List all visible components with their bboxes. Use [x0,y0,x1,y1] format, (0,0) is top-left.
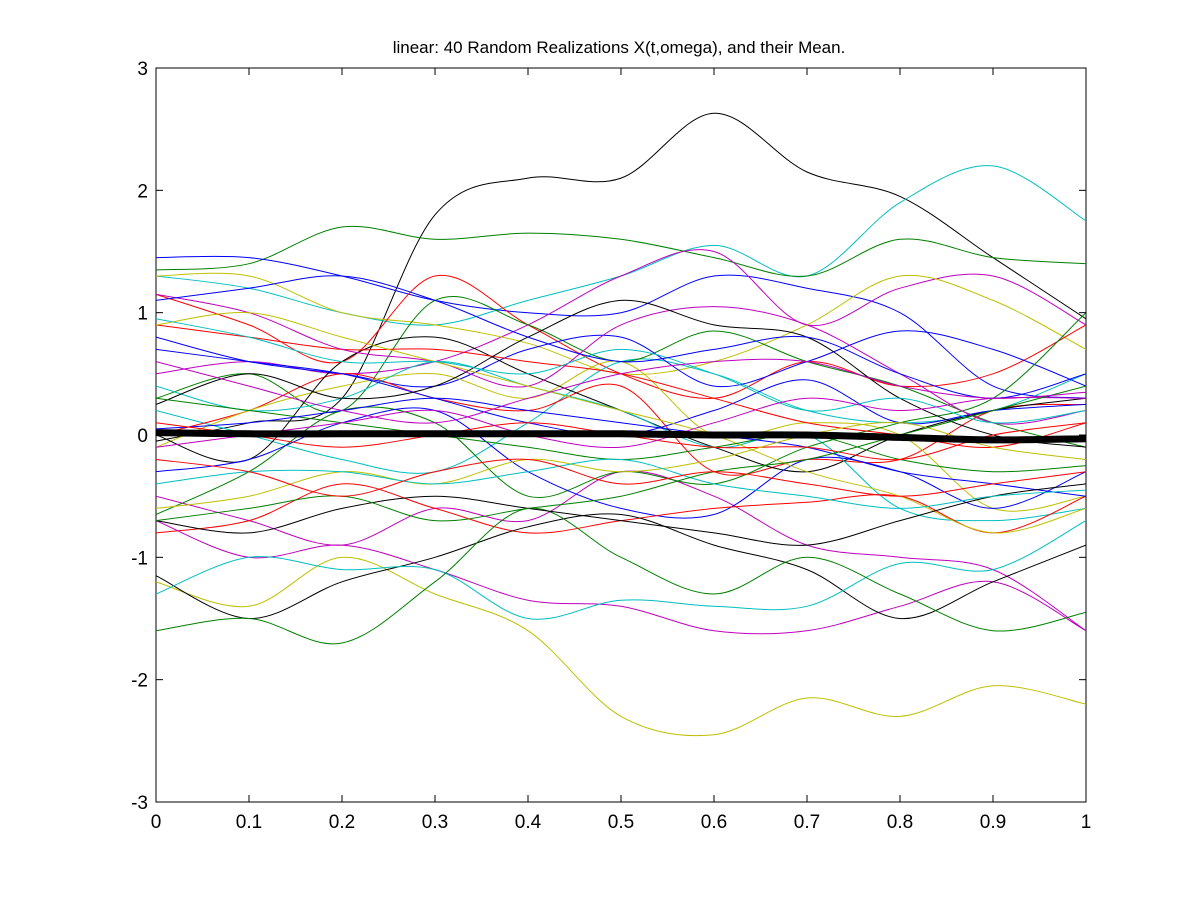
series-line-36 [156,458,1086,509]
series-line-39 [156,458,1086,497]
y-tick-label: 3 [137,59,148,80]
mean-line [156,429,1086,444]
y-tick-label: 2 [137,181,148,202]
series-line-28 [156,299,1086,448]
series-line-4 [156,255,1086,399]
series-line-35 [156,483,1086,546]
series-line-21 [156,513,1086,620]
x-tick-label: 0.1 [236,812,262,833]
y-tick-label: -3 [131,793,148,814]
series-line-26 [156,293,1086,425]
series-line-29 [156,318,1086,424]
series-line-10 [156,330,1086,388]
x-tick-label: 0.4 [515,812,542,833]
series-line-19 [156,520,1086,635]
mean-layer [156,429,1086,444]
series-line-3 [156,225,1086,277]
series-line-37 [156,385,1086,522]
x-tick-label: 0.7 [794,812,820,833]
y-axis: -3 -2 -1 0 1 2 3 [131,59,1086,814]
series-line-38 [156,275,1086,399]
chart-title: linear: 40 Random Realizations X(t,omega… [393,38,846,57]
x-axis: 0 0.1 0.2 0.3 0.4 0.5 0.6 0.7 0.8 0.9 1 [151,68,1092,833]
series-line-27 [156,311,1086,534]
x-tick-label: 0.2 [329,812,355,833]
series-line-40 [156,358,1086,424]
series-line-5 [156,249,1086,375]
x-tick-label: 0.9 [980,812,1006,833]
x-tick-label: 0.5 [608,812,634,833]
x-tick-label: 1 [1081,812,1092,833]
series-line-31 [156,397,1086,497]
x-tick-label: 0.8 [887,812,913,833]
x-tick-label: 0.3 [422,812,448,833]
series-line-11 [156,373,1086,476]
series-layer [156,112,1086,737]
series-line-33 [156,396,1086,449]
series-line-2 [156,165,1086,326]
y-tick-label: -2 [131,671,148,692]
y-tick-label: 1 [137,304,148,325]
series-line-23 [156,507,1086,645]
series-line-22 [156,520,1086,620]
series-line-20 [156,556,1086,737]
x-tick-label: 0 [151,812,162,833]
x-tick-label: 0.6 [701,812,727,833]
y-tick-label: -1 [131,548,148,569]
y-tick-label: 0 [137,426,148,447]
